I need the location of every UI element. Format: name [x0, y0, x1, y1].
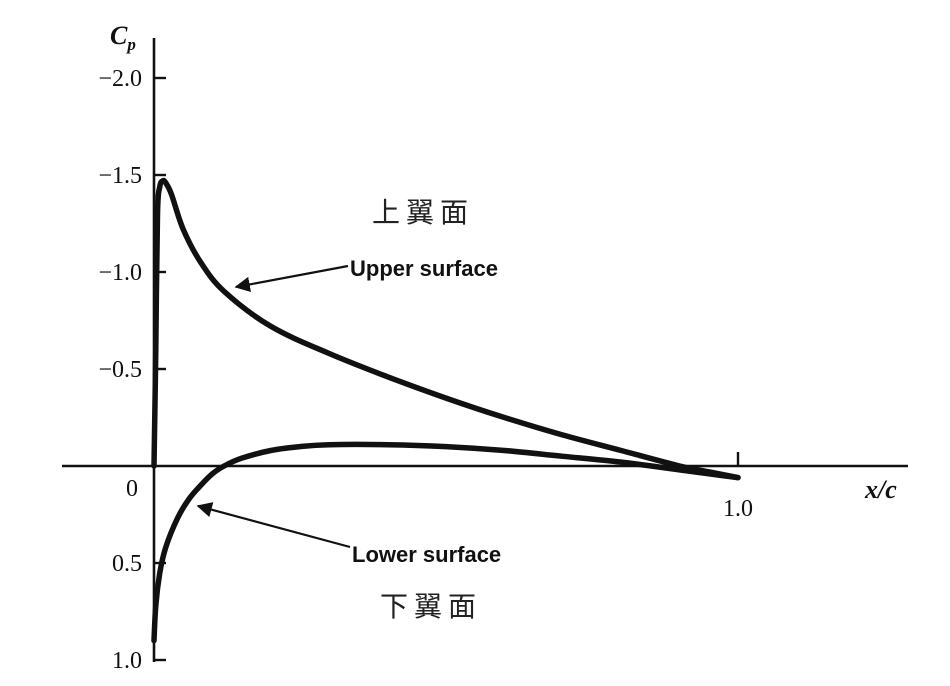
y-axis-title-sub: p: [125, 35, 136, 54]
y-tick-label: −1.0: [98, 260, 142, 286]
annotation-upper-en: Upper surface: [350, 256, 498, 281]
y-axis-title-main: C: [110, 21, 128, 50]
annotation-lower-en: Lower surface: [352, 542, 501, 567]
y-tick-label: 1.0: [112, 648, 142, 674]
leader-upper: [234, 264, 349, 293]
y-tick-label: −2.0: [98, 66, 142, 92]
x-axis-ticks: 1.0: [723, 496, 753, 522]
y-tick-label: −1.5: [98, 163, 142, 189]
y-tick-label: 0.5: [112, 551, 142, 577]
series-upper-surface: [151, 177, 741, 481]
annotation-lower-zh: 下翼面: [380, 590, 482, 623]
leader-lower: [196, 502, 351, 549]
series-layer: [151, 177, 741, 644]
y-axis-ticks: −2.0 −1.5 −1.0 −0.5 0 0.5 1.0: [98, 66, 166, 674]
x-axis-title: x/c: [864, 475, 897, 504]
y-tick-label: 0: [126, 476, 138, 502]
y-axis-title: Cp: [110, 21, 136, 54]
y-tick-label: −0.5: [98, 357, 142, 383]
x-tick-label: 1.0: [723, 496, 753, 522]
series-lower-surface: [151, 441, 741, 644]
annotation-upper-zh: 上翼面: [372, 196, 474, 229]
